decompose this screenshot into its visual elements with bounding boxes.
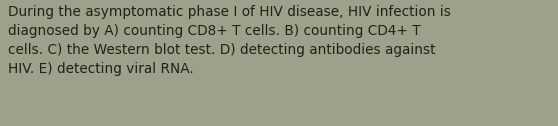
Text: During the asymptomatic phase I of HIV disease, HIV infection is
diagnosed by A): During the asymptomatic phase I of HIV d… <box>8 5 451 76</box>
